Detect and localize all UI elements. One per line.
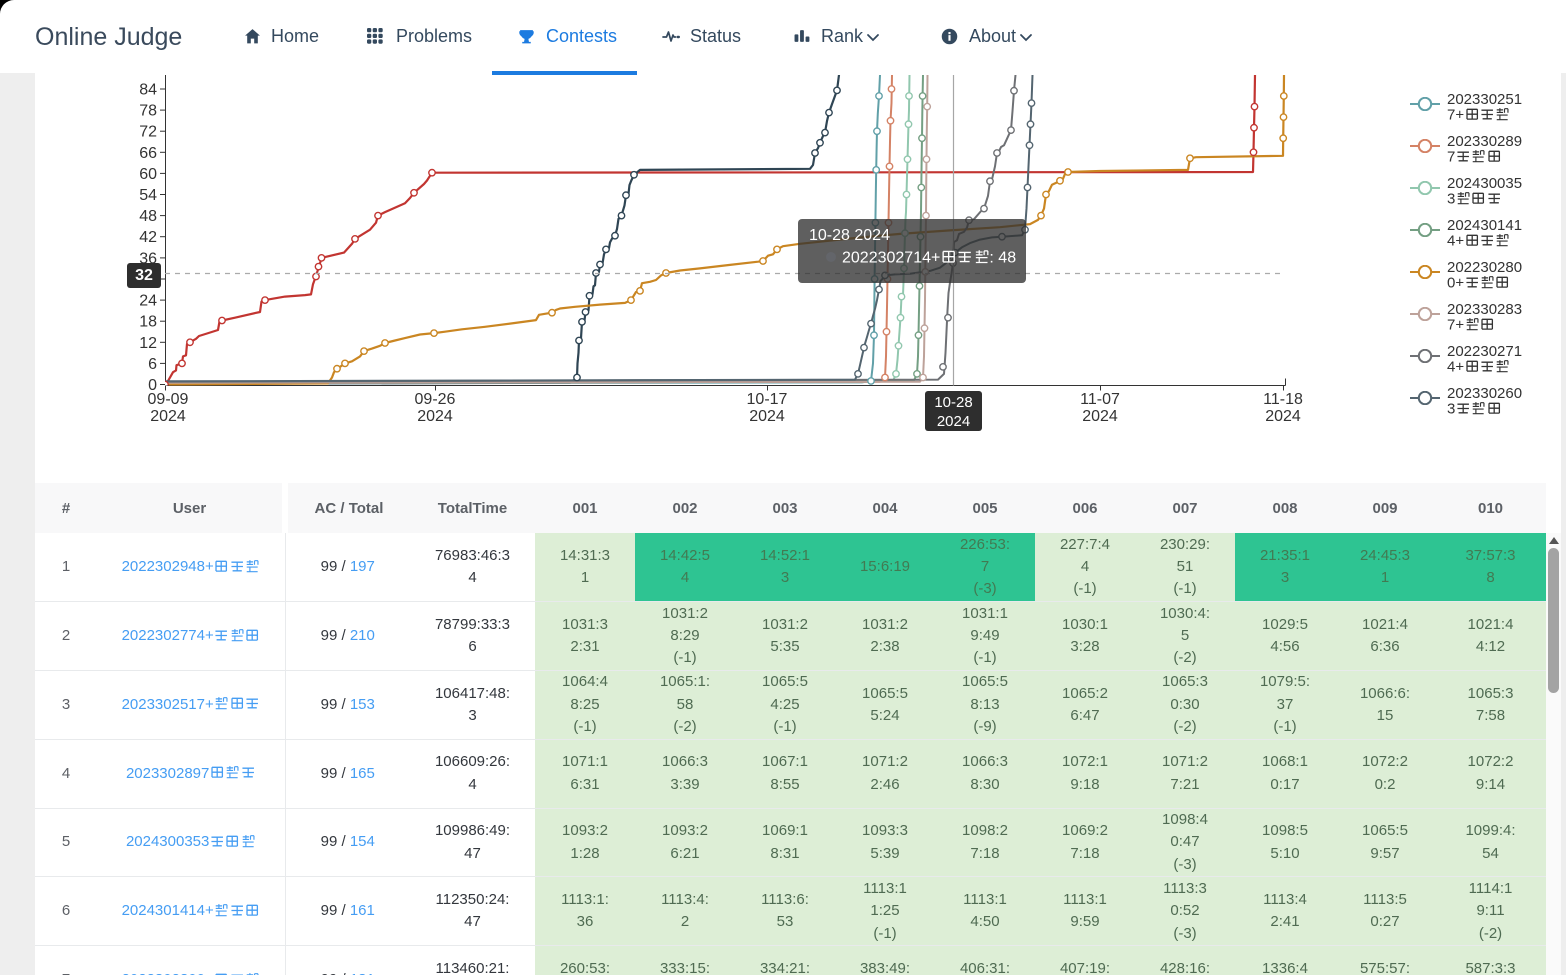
svg-text:18: 18 [139,314,157,331]
svg-text:2024: 2024 [749,408,785,425]
svg-text:0: 0 [148,377,157,394]
svg-text:66: 66 [139,145,157,162]
svg-text:2024: 2024 [1265,408,1301,425]
svg-text:2024: 2024 [417,408,453,425]
svg-text:6: 6 [148,356,157,373]
svg-text:2024: 2024 [150,408,186,425]
svg-text:78: 78 [139,103,157,120]
svg-text:11-07: 11-07 [1080,391,1120,408]
svg-text:84: 84 [139,82,157,99]
svg-text:09-26: 09-26 [415,391,456,408]
svg-text:54: 54 [139,187,157,204]
svg-text:42: 42 [139,229,157,246]
svg-text:2024: 2024 [1082,408,1118,425]
svg-text:10-17: 10-17 [747,391,788,408]
svg-text:72: 72 [139,124,157,141]
svg-text:09-09: 09-09 [148,391,189,408]
svg-text:24: 24 [139,293,157,310]
svg-text:11-18: 11-18 [1263,391,1303,408]
svg-text:48: 48 [139,208,157,225]
svg-text:12: 12 [139,335,157,352]
svg-text:60: 60 [139,166,157,183]
